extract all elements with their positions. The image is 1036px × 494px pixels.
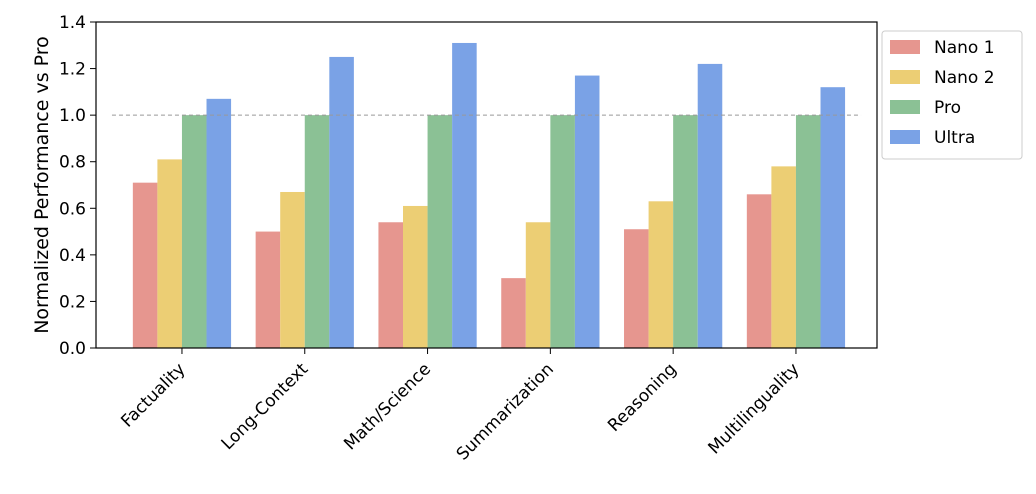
bar-nano-2-summarization [525,222,551,348]
x-tick-label: Multilinguality [705,359,804,458]
bar-nano-2-multilinguality [771,166,796,348]
y-tick-label: 0.2 [59,292,86,312]
legend: Nano 1 Nano 2 Pro Ultra [881,30,1023,160]
y-tick-label: 1.4 [59,13,86,33]
x-tick-label: Summarization [453,359,558,464]
bar-pro-multilinguality [795,115,821,348]
bar-pro-math-science [427,115,453,348]
legend-label: Nano 1 [934,38,995,58]
bar-ultra-long-context [329,56,354,349]
bar-nano-1-factuality [132,182,158,348]
x-tick-label: Math/Science [340,359,435,454]
x-tick-label: Reasoning [604,359,681,436]
bar-pro-factuality [181,115,207,348]
bar-ultra-summarization [574,75,600,348]
bar-nano-1-summarization [501,278,526,348]
bar-ultra-factuality [206,98,232,348]
legend-label: Ultra [934,128,975,148]
x-tick-label: Long-Context [218,359,313,454]
bar-ultra-reasoning [697,63,723,348]
legend-label: Nano 2 [934,68,995,88]
axes-frame [95,21,878,349]
y-axis-ticks: 0.0 0.2 0.4 0.6 0.8 1.0 1.2 1.4 [59,13,96,359]
legend-swatch [890,40,920,54]
legend-swatch [890,70,920,84]
y-tick-label: 0.4 [59,246,86,266]
bars-group [132,42,846,349]
bar-nano-2-long-context [280,191,305,348]
y-tick-label: 0.0 [59,339,86,359]
bar-ultra-math-science [452,42,477,349]
bar-nano-1-multilinguality [746,194,772,348]
legend-swatch [890,130,920,144]
bar-pro-summarization [550,115,575,348]
bar-ultra-multilinguality [820,87,846,348]
legend-label: Pro [934,98,961,118]
bar-nano-2-factuality [157,159,182,348]
bar-nano-2-math-science [403,205,428,348]
y-tick-label: 0.8 [59,153,86,173]
y-tick-label: 0.6 [59,199,86,219]
x-axis-ticks: Factuality Long-Context Math/Science Summar… [117,348,803,465]
legend-swatch [890,100,920,114]
y-tick-label: 1.0 [59,106,86,126]
y-tick-label: 1.2 [59,60,86,80]
y-axis-label: Normalized Performance vs Pro [31,36,53,334]
bar-nano-1-long-context [255,231,281,348]
bar-pro-long-context [304,115,330,348]
legend-box [881,30,1023,160]
x-tick-label: Factuality [117,359,189,431]
bar-nano-2-reasoning [648,201,674,348]
bar-pro-reasoning [673,115,698,348]
bar-nano-1-math-science [378,222,403,348]
bar-nano-1-reasoning [624,229,649,348]
